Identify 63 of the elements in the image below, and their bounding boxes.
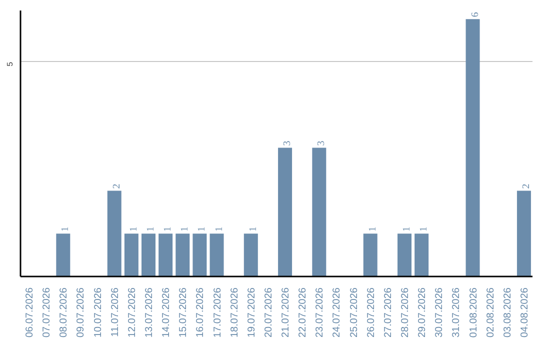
bar [210, 234, 224, 276]
data-label: 1 [214, 226, 225, 232]
x-tick-label: 19.07.2026 [246, 287, 258, 338]
x-tick-label: 15.07.2026 [178, 287, 190, 338]
x-tick-label: 01.08.2026 [468, 287, 480, 338]
x-tick-label: 23.07.2026 [314, 287, 326, 338]
x-tick-label: 08.07.2026 [58, 287, 70, 338]
x-tick-label: 29.07.2026 [417, 287, 428, 338]
x-tick-label: 10.07.2026 [92, 287, 104, 338]
data-label: 6 [470, 12, 481, 18]
data-label: 3 [316, 140, 328, 146]
bar [176, 234, 190, 276]
data-label: 1 [367, 226, 378, 232]
x-tick-label: 26.07.2026 [366, 287, 377, 338]
bar [158, 234, 173, 276]
bar [244, 234, 258, 276]
bar [142, 234, 156, 276]
data-label: 1 [402, 226, 412, 232]
bar [466, 19, 480, 276]
data-label: 1 [418, 226, 430, 232]
bar [124, 234, 138, 276]
data-label: 1 [180, 226, 191, 232]
data-label: 2 [111, 184, 122, 189]
bar [192, 234, 207, 276]
x-tick-label: 22.07.2026 [298, 287, 309, 338]
x-tick-label: 24.07.2026 [332, 287, 343, 338]
x-tick-label: 17.07.2026 [212, 287, 224, 338]
bar [398, 234, 412, 276]
x-tick-label: 30.07.2026 [434, 287, 446, 338]
x-tick-label: 03.08.2026 [502, 287, 514, 338]
bar [516, 190, 531, 276]
x-tick-label: 12.07.2026 [126, 287, 138, 338]
x-tick-label: 31.07.2026 [451, 287, 462, 338]
bar [56, 234, 70, 276]
data-label: 1 [196, 226, 208, 232]
bar [312, 148, 326, 276]
x-tick-label: 09.07.2026 [76, 287, 87, 338]
x-tick-label: 18.07.2026 [229, 287, 240, 338]
data-label: 3 [282, 140, 294, 146]
bar [414, 234, 429, 276]
x-tick-label: 20.07.2026 [263, 287, 274, 338]
x-tick-label: 04.08.2026 [519, 287, 530, 338]
x-tick-label: 02.08.2026 [485, 287, 496, 338]
x-tick-label: 27.07.2026 [382, 287, 394, 338]
x-tick-label: 06.07.2026 [24, 287, 36, 338]
bar [107, 190, 122, 276]
x-tick-label: 16.07.2026 [195, 287, 206, 338]
data-label: 1 [146, 226, 156, 232]
bar [363, 234, 378, 276]
x-tick-label: 25.07.2026 [348, 287, 360, 338]
x-tick-label: 28.07.2026 [400, 287, 411, 338]
bar [278, 148, 292, 276]
data-label: 1 [162, 226, 174, 232]
x-tick-label: 11.07.2026 [110, 287, 121, 337]
x-tick-label: 07.07.2026 [42, 287, 53, 338]
x-tick-label: 13.07.2026 [144, 287, 155, 338]
x-tick-label: 14.07.2026 [161, 287, 172, 338]
x-tick-label: 21.07.2026 [280, 287, 292, 338]
y-tick-label: 5 [6, 61, 14, 66]
data-label: 1 [60, 226, 72, 232]
data-label: 1 [248, 226, 259, 232]
data-label: 1 [128, 226, 140, 232]
data-label: 2 [520, 184, 532, 189]
